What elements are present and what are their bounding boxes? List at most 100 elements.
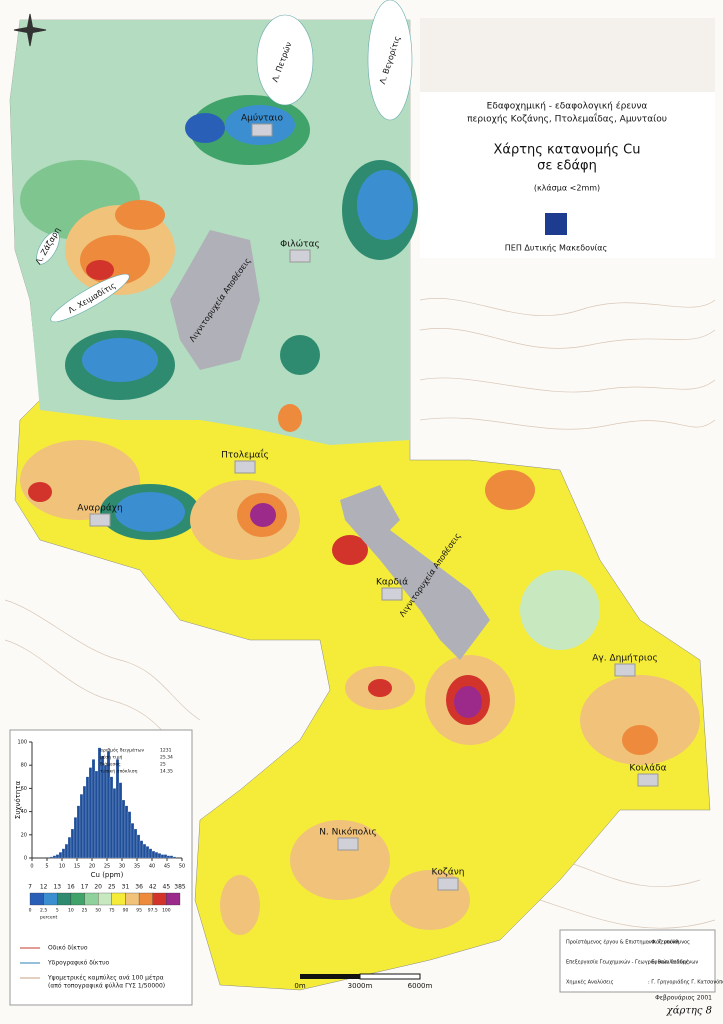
scale-label: 3000m <box>348 982 373 990</box>
map-title: Χάρτης κατανομής Cu <box>494 143 641 158</box>
map-title: σε εδάφη <box>537 159 597 174</box>
histogram-bar <box>121 799 126 859</box>
break-label: 7 <box>28 884 32 891</box>
percent-label: 0 <box>29 908 32 914</box>
y-tick-label: 0 <box>24 856 27 862</box>
histogram-bar <box>103 765 108 859</box>
credits-panel <box>559 929 716 993</box>
histogram-bar <box>127 811 132 859</box>
histogram-bar <box>49 856 54 859</box>
break-label: 42 <box>149 884 157 891</box>
stat-label: μέση τιμή <box>100 754 123 761</box>
histogram-bar <box>139 840 144 859</box>
histogram-bar <box>52 855 57 859</box>
percent-label: 10 <box>68 908 74 914</box>
fraction: (κλάσμα <2mm) <box>534 184 600 193</box>
histogram-bar <box>151 850 156 859</box>
zones <box>20 95 700 935</box>
histogram-bar <box>145 846 150 859</box>
stat-value: 25 <box>160 762 166 768</box>
y-tick-label: 40 <box>21 809 27 815</box>
histogram-bar <box>148 848 153 859</box>
y-tick-label: 20 <box>21 832 27 838</box>
compass <box>13 13 47 47</box>
settlement <box>437 877 459 891</box>
color-class <box>138 892 153 906</box>
credit-name: : Γ. Γρηγοριάδης Γ. Κατσανόπουλος <box>648 979 723 986</box>
program: ΠΕΠ Δυτικής Μακεδονίας <box>505 244 607 253</box>
title-line: περιοχής Κοζάνης, Πτολεμαΐδας, Αμυνταίου <box>467 113 667 125</box>
percent-label: 5 <box>56 908 59 914</box>
x-tick-label: 0 <box>30 864 33 870</box>
histogram-bar <box>157 853 162 859</box>
percent-label: 2.5 <box>40 908 47 914</box>
x-tick-label: 35 <box>134 864 140 870</box>
histogram-bar <box>85 776 90 859</box>
title-panel <box>420 92 715 258</box>
x-tick-label: 25 <box>104 864 110 870</box>
scale-bar-black <box>300 974 360 979</box>
histogram-bar <box>76 805 81 859</box>
color-class <box>125 892 140 906</box>
place-label: Καρδιά <box>376 578 408 588</box>
credit-role: Χημικές Αναλύσεις <box>566 979 614 986</box>
y-axis-label: Συχνότητα <box>14 781 22 820</box>
break-label: 16 <box>67 884 75 891</box>
place-label: Κοιλάδα <box>629 764 666 774</box>
histogram-bar <box>130 823 135 859</box>
x-axis-label: Cu (ppm) <box>91 871 124 879</box>
settlement <box>251 123 273 137</box>
x-tick-label: 15 <box>74 864 80 870</box>
place-label: Κοζάνη <box>432 868 465 878</box>
settlement <box>289 249 311 263</box>
histogram-bar <box>136 834 141 859</box>
histogram-bar <box>142 843 147 859</box>
place-label: Αναρράχη <box>77 504 122 514</box>
histogram-bar <box>124 805 129 859</box>
histogram-bar <box>118 782 123 859</box>
histogram-bar <box>64 843 69 859</box>
color-class <box>57 892 72 906</box>
date: Φεβρουάριος 2001 <box>655 995 712 1002</box>
stat-value: 14.35 <box>160 769 173 775</box>
color-class <box>70 892 85 906</box>
color-class <box>152 892 167 906</box>
percent-title: percent <box>40 915 57 921</box>
x-tick-label: 50 <box>179 864 185 870</box>
break-label: 13 <box>53 884 61 891</box>
title-panel-top <box>420 18 715 92</box>
lakes <box>36 0 413 323</box>
scale-label: 6000m <box>408 982 433 990</box>
break-label: 36 <box>135 884 143 891</box>
break-label: 385 <box>174 884 186 891</box>
x-tick-label: 5 <box>45 864 48 870</box>
histogram-bar <box>91 759 96 859</box>
color-class <box>29 892 44 906</box>
break-label: 31 <box>122 884 130 891</box>
scale-label: 0m <box>294 982 305 990</box>
histogram-bar <box>58 852 63 859</box>
histogram-bar <box>61 848 66 859</box>
histogram-bar <box>133 828 138 859</box>
color-class <box>84 892 99 906</box>
x-tick-label: 10 <box>59 864 65 870</box>
percent-label: 100 <box>162 908 171 914</box>
legend-contours: Υψομετρικές καμπύλες ανά 100 μέτρα <box>47 975 164 982</box>
y-tick-label: 80 <box>21 763 27 769</box>
histogram-bar <box>112 788 117 859</box>
x-tick-label: 40 <box>149 864 155 870</box>
sheet: χάρτης 8 <box>666 1006 712 1017</box>
histogram-bar <box>154 852 159 859</box>
histogram-bar <box>55 854 60 859</box>
eu-flag <box>545 213 567 235</box>
stat-value: 25.34 <box>160 755 173 761</box>
histogram-bar <box>166 855 171 859</box>
histogram-bar <box>109 776 114 859</box>
break-label: 20 <box>94 884 102 891</box>
y-tick-label: 60 <box>21 786 27 792</box>
percent-label: 90 <box>123 908 129 914</box>
settlement <box>614 663 636 677</box>
histogram-bar <box>82 785 87 859</box>
legend-road: Οδικό δίκτυο <box>48 945 88 952</box>
